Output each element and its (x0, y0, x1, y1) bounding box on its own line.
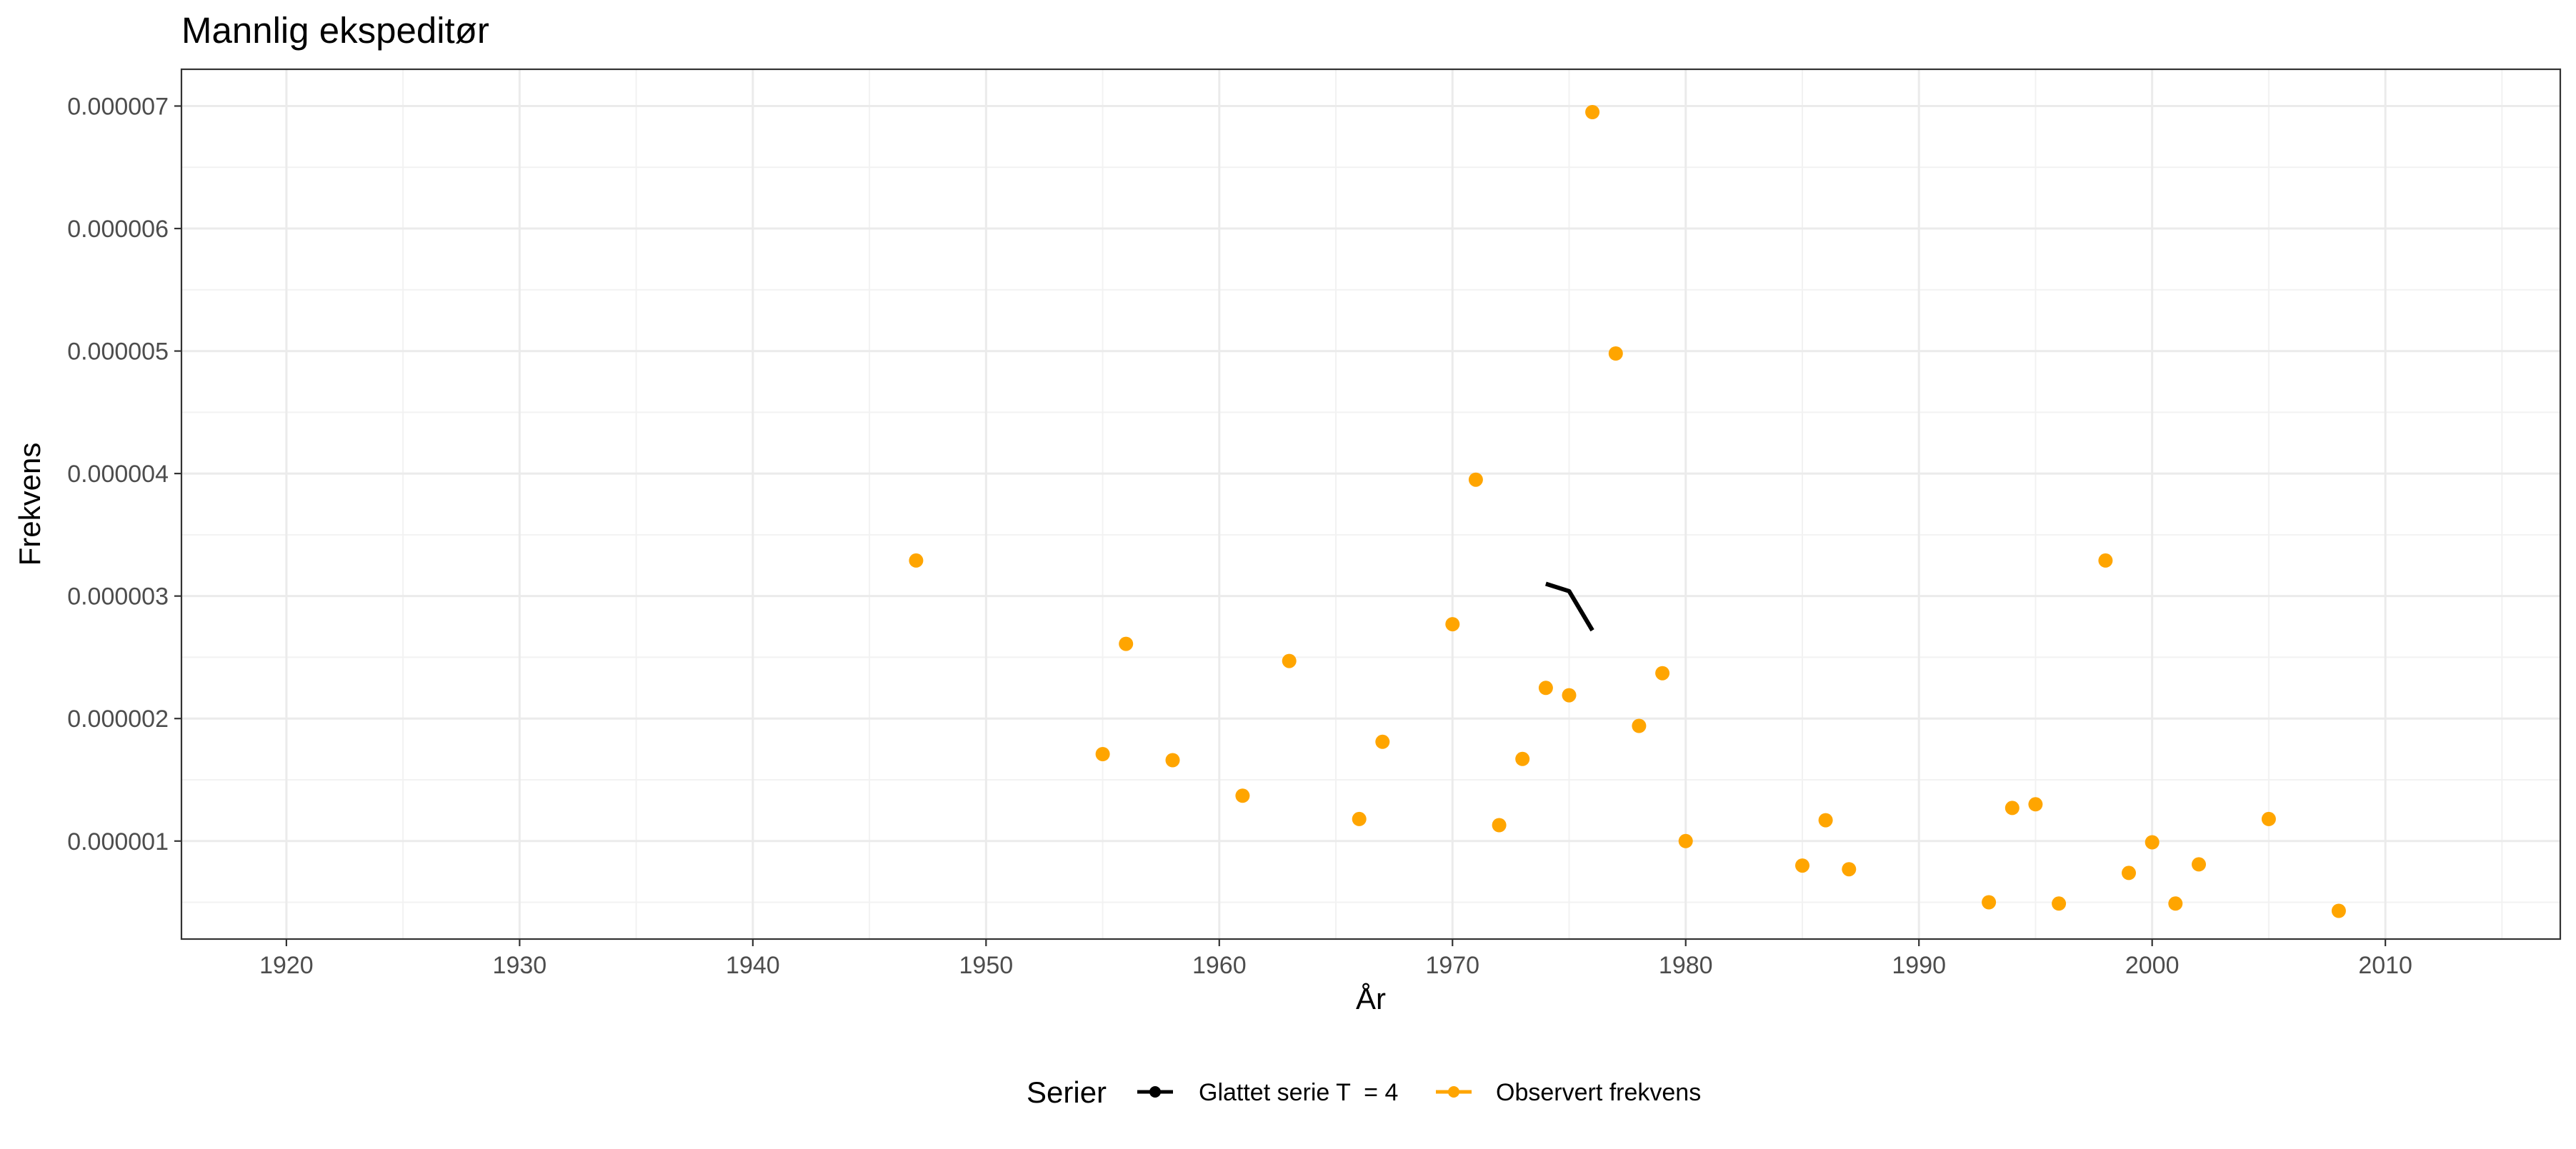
observed-point (2122, 865, 2136, 880)
observed-point (1678, 833, 1693, 848)
x-axis: 1920 1930 1940 1950 1960 1970 1980 1990 2000 2010 (259, 939, 2412, 979)
observed-point (1842, 862, 1857, 877)
observed-point (2192, 857, 2206, 872)
x-tick-label: 1930 (493, 952, 547, 979)
observed-point (1375, 734, 1390, 749)
y-tick-label: 0.000002 (67, 706, 169, 733)
observed-point (1165, 753, 1180, 768)
x-tick-label: 2010 (2358, 952, 2412, 979)
legend-label-smoothed: Glattet serie T = 4 (1199, 1079, 1398, 1106)
observed-point (2052, 896, 2067, 911)
legend-label-observed: Observert frekvens (1496, 1079, 1701, 1106)
legend-key-point (1149, 1086, 1161, 1098)
x-tick-label: 1920 (259, 952, 314, 979)
observed-point (2261, 811, 2276, 826)
major-gridlines (181, 69, 2560, 939)
observed-point (1492, 818, 1507, 833)
legend-title: Serier (1027, 1075, 1107, 1109)
observed-point (2331, 903, 2346, 918)
minor-gridlines (181, 69, 2560, 939)
x-tick-label: 2000 (2125, 952, 2180, 979)
x-axis-title: År (1356, 982, 1386, 1015)
observed-point (1468, 472, 1483, 487)
observed-point (1795, 858, 1809, 873)
legend-item-observed: Observert frekvens (1436, 1079, 1701, 1106)
y-tick-label: 0.000006 (67, 216, 169, 243)
observed-point (1352, 811, 1367, 826)
observed-point (1445, 617, 1460, 632)
observed-point (2098, 553, 2113, 568)
smoothed-series-layer (1544, 581, 1594, 632)
observed-point (2168, 896, 2183, 911)
x-tick-label: 1990 (1892, 952, 1946, 979)
observed-point (1585, 105, 1600, 119)
y-tick-label: 0.000007 (67, 93, 169, 120)
x-tick-label: 1950 (959, 952, 1014, 979)
chart-title: Mannlig ekspeditør (181, 10, 489, 51)
observed-point (1119, 636, 1134, 651)
observed-point (1818, 813, 1833, 828)
observed-point (1608, 346, 1623, 361)
x-tick-label: 1940 (726, 952, 780, 979)
observed-point (1282, 653, 1297, 668)
observed-point (1235, 788, 1250, 803)
y-axis-title: Frekvens (13, 443, 46, 566)
plot-panel (181, 69, 2560, 939)
legend-item-smoothed: Glattet serie T = 4 (1137, 1079, 1398, 1106)
observed-point (1982, 895, 1997, 910)
x-tick-label: 1970 (1425, 952, 1479, 979)
observed-point (909, 553, 924, 568)
panel-border (180, 68, 2562, 940)
y-tick-label: 0.000003 (67, 583, 169, 611)
y-axis: 0.000001 0.000002 0.000003 0.000004 0.000005… (67, 93, 181, 856)
observed-point (1632, 718, 1647, 733)
y-tick-label: 0.000004 (67, 461, 169, 488)
smoothed-series-line (1544, 581, 1594, 632)
x-tick-label: 1960 (1192, 952, 1247, 979)
observed-points-layer (909, 105, 2346, 918)
y-tick-label: 0.000001 (67, 828, 169, 856)
legend-key-point (1448, 1086, 1459, 1098)
observed-point (2005, 801, 2020, 816)
legend: Serier Glattet serie T = 4 Observert fre… (1027, 1075, 1701, 1109)
x-tick-label: 1980 (1659, 952, 1713, 979)
observed-point (2028, 797, 2043, 812)
y-tick-label: 0.000005 (67, 338, 169, 366)
observed-point (2145, 835, 2160, 850)
observed-point (1095, 747, 1110, 761)
observed-point (1562, 688, 1577, 703)
observed-point (1538, 681, 1553, 696)
observed-point (1515, 751, 1530, 766)
observed-point (1655, 666, 1670, 681)
